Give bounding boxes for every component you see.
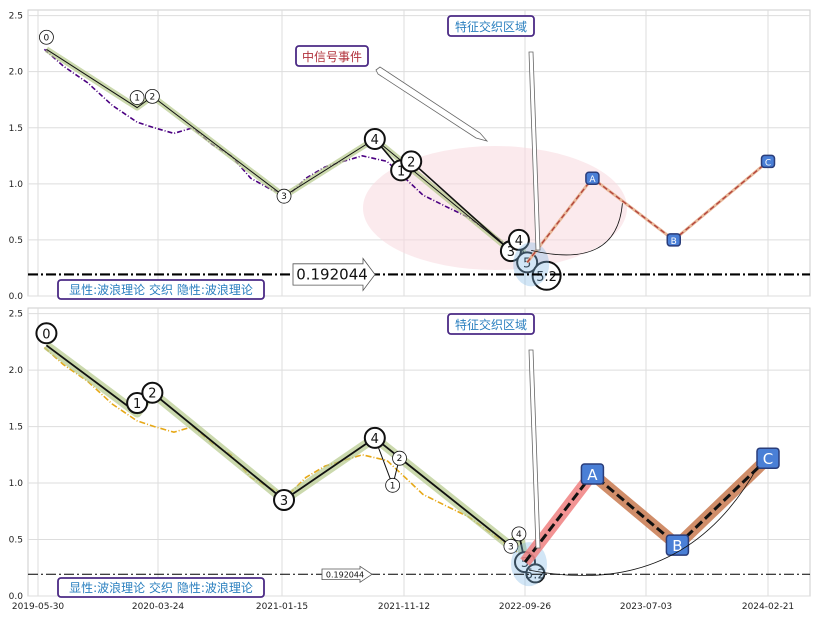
wave-label-circle xyxy=(144,88,160,104)
y-tick-label: 1.5 xyxy=(9,423,23,433)
x-tick-label: 2021-01-15 xyxy=(256,602,308,612)
legend-box xyxy=(57,577,265,598)
wave-label: 1 xyxy=(133,397,141,412)
threshold-arrow xyxy=(292,257,376,292)
wave-label-circle xyxy=(35,322,58,345)
legend-label: 显性:波浪理论 交织 隐性:波浪理论 xyxy=(69,282,253,297)
x-tick-label: 2024-02-21 xyxy=(742,602,794,612)
threshold-label: 0.192044 xyxy=(296,265,368,283)
wave-label: 0 xyxy=(42,327,50,342)
panel-1: 0.00.51.01.52.02.501 234123455.2ABC0.1920… xyxy=(9,9,811,302)
forecast-label-box xyxy=(666,233,682,247)
x-tick-label: 2020-03-24 xyxy=(132,602,185,612)
wave-label: 4 xyxy=(516,530,522,540)
price-series-line xyxy=(43,346,534,563)
wave-label: 4 xyxy=(515,234,523,249)
wave-label-circle xyxy=(385,477,401,493)
wave-label-circle xyxy=(392,450,407,466)
wave-label: 3 xyxy=(508,542,514,552)
y-tick-label: 0.5 xyxy=(9,536,23,546)
forecast-label: C xyxy=(763,450,773,468)
wave-label: 5.2 xyxy=(525,567,546,582)
wave-label-circle xyxy=(126,392,149,415)
forecast-label: A xyxy=(589,175,596,185)
wave-label: 2 xyxy=(150,92,156,102)
wave-label-circle xyxy=(525,563,546,584)
wave-label: 1 xyxy=(390,481,396,491)
signal-event-box xyxy=(295,45,369,67)
y-tick-label: 2.0 xyxy=(9,68,24,78)
sub-wave-line xyxy=(374,437,512,547)
wave-label-circle xyxy=(531,260,562,291)
wave-label-circle xyxy=(503,538,519,554)
connector-arc xyxy=(531,203,623,256)
forecast-label: B xyxy=(671,237,677,247)
y-tick-label: 2.5 xyxy=(9,12,23,22)
y-tick-label: 2.5 xyxy=(9,310,23,320)
x-tick-label: 2023-07-03 xyxy=(620,602,672,612)
wave-label: 4 xyxy=(371,432,379,447)
wave-label-circle xyxy=(363,127,386,150)
threshold-label: 0.192044 xyxy=(326,570,364,579)
forecast-label-box xyxy=(585,171,600,185)
wave-label: 2 xyxy=(407,155,415,170)
feature-zone-label: 特征交织区域 xyxy=(455,317,527,332)
feature-zone-pointer xyxy=(528,349,541,549)
forecast-label: A xyxy=(587,466,598,484)
wave-label: 1 xyxy=(397,164,405,179)
wave-label-circle xyxy=(400,150,423,173)
connector-arc xyxy=(528,466,759,576)
x-tick-label: 2022-09-26 xyxy=(499,602,552,612)
feature-zone-pointer xyxy=(528,51,541,251)
y-tick-label: 0.0 xyxy=(9,592,24,602)
wave-label-circle xyxy=(39,29,54,45)
wave-label: 2 xyxy=(397,454,403,464)
forecast-label: C xyxy=(765,158,771,168)
plot-frame xyxy=(27,307,811,597)
wave-label: 3 xyxy=(280,494,288,509)
wave-label-circle xyxy=(273,489,296,511)
price-series-line xyxy=(43,48,534,264)
wave-label-circle xyxy=(276,188,292,204)
wave-label-circle xyxy=(141,381,164,404)
wave-label: 3 xyxy=(281,192,287,202)
wave-label: 2 xyxy=(148,387,156,402)
feature-zone-box xyxy=(447,15,535,37)
x-tick-label: 2021-11-12 xyxy=(378,602,430,612)
y-tick-label: 1.5 xyxy=(9,124,23,134)
legend-box xyxy=(57,279,265,300)
forecast-label-box xyxy=(580,463,605,485)
threshold-arrow xyxy=(321,565,373,584)
end-glow xyxy=(513,242,550,287)
feature-zone-box xyxy=(447,313,535,335)
x-tick-label: 2019-05-30 xyxy=(12,602,65,612)
wave-label: 3 xyxy=(507,245,515,260)
forecast-label-box xyxy=(756,447,780,469)
forecast-band xyxy=(526,160,769,264)
y-tick-label: 1.0 xyxy=(9,479,24,489)
signal-event-label: 中信号事件 xyxy=(302,49,362,64)
forecast-label: B xyxy=(672,537,682,555)
wave-label-circle xyxy=(363,426,386,449)
y-tick-label: 0.5 xyxy=(9,236,23,246)
y-tick-label: 1.0 xyxy=(9,180,24,190)
feature-zone-label: 特征交织区域 xyxy=(455,19,527,34)
wave-label: 1 xyxy=(134,94,140,104)
wave-label-circle xyxy=(511,526,527,542)
wave-label-circle xyxy=(129,90,145,105)
y-tick-label: 0.0 xyxy=(9,292,24,302)
y-tick-label: 2.0 xyxy=(9,366,24,376)
wave-label: 5 xyxy=(521,556,529,571)
wave-label: 4 xyxy=(371,133,379,148)
wave-label-circle xyxy=(507,228,530,251)
wave-label: 0 xyxy=(44,33,50,43)
forecast-label-box xyxy=(760,154,776,169)
signal-event-arrow xyxy=(375,66,489,142)
wave-label: 5 xyxy=(523,256,531,271)
forecast-line xyxy=(523,457,770,564)
legend-label: 显性:波浪理论 交织 隐性:波浪理论 xyxy=(69,580,253,595)
